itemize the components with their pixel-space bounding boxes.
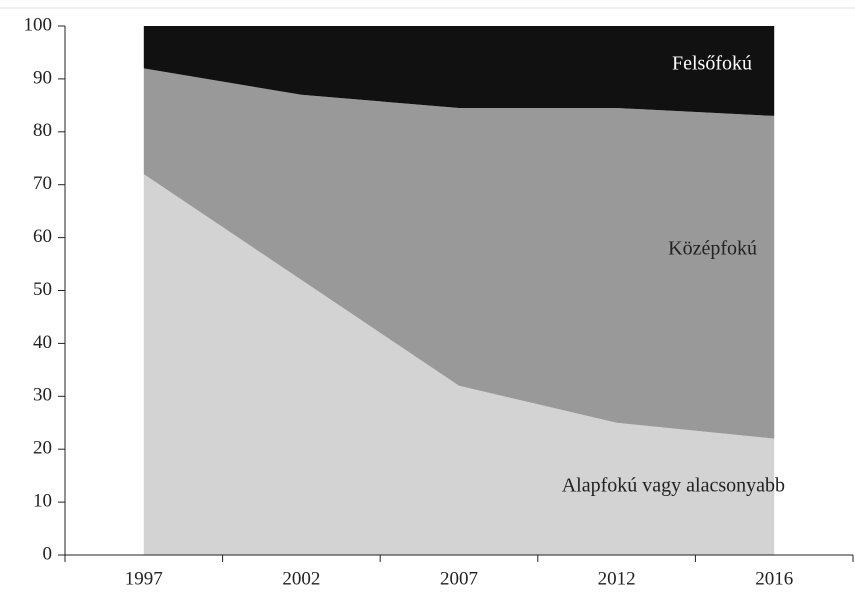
y-tick-label: 30 [33,385,52,406]
x-tick-label: 1997 [125,568,163,589]
x-tick-label: 2002 [282,568,320,589]
area [143,26,775,116]
x-tick-label: 2016 [755,568,793,589]
y-tick-label: 40 [33,332,52,353]
y-tick-label: 20 [33,438,52,459]
y-tick-label: 60 [33,226,52,247]
y-tick-label: 0 [43,543,53,564]
series-label: Felsőfokú [672,53,752,75]
series-label: Alapfokú vagy alacsonyabb [562,475,785,497]
y-tick-label: 80 [33,120,52,141]
y-tick-label: 100 [24,14,53,35]
x-tick-label: 2007 [440,568,478,589]
y-tick-label: 50 [33,279,52,300]
series-label: Középfokú [668,238,757,260]
area [143,174,775,555]
x-tick-label: 2012 [598,568,636,589]
y-tick-label: 90 [33,67,52,88]
area [143,68,775,439]
y-tick-label: 10 [33,490,52,511]
y-tick-label: 70 [33,173,52,194]
